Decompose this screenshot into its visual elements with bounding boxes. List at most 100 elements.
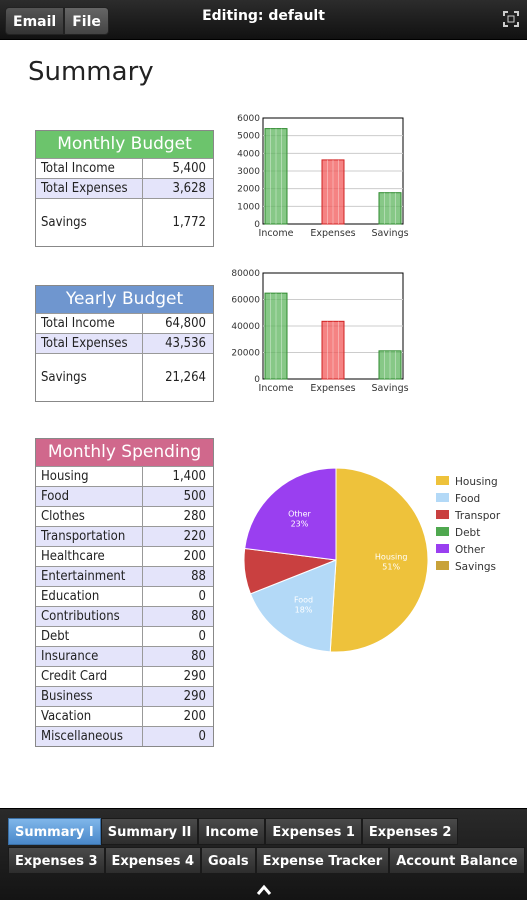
table-row: Total Income 64,800: [36, 313, 213, 333]
email-button[interactable]: Email: [5, 7, 65, 35]
legend-swatch: [436, 476, 449, 485]
tab-expenses-2[interactable]: Expenses 2: [361, 818, 459, 845]
file-button[interactable]: File: [64, 7, 109, 35]
row-value: 0: [198, 629, 206, 644]
row-label: Food: [36, 487, 143, 506]
tab-row-2: Expenses 3 Expenses 4 Goals Expense Tracker…: [8, 847, 525, 874]
bar: [321, 320, 345, 380]
tab-summary-ii[interactable]: Summary II: [100, 818, 199, 845]
legend-label: Other: [455, 544, 485, 556]
table-row: Business 290: [36, 686, 213, 706]
row-value: 1,772: [172, 215, 206, 230]
tab-account-balance[interactable]: Account Balance: [389, 847, 525, 874]
tab-expenses-4[interactable]: Expenses 4: [104, 847, 202, 874]
row-label: Business: [36, 687, 143, 706]
row-label: Total Expenses: [36, 179, 143, 198]
spending-rows: Housing 1,400 Food 500 Clothes 280 Transportat…: [36, 466, 213, 746]
y-tick-label: 1000: [237, 202, 260, 212]
row-label: Total Income: [36, 314, 143, 333]
tab-expense-tracker[interactable]: Expense Tracker: [255, 847, 390, 874]
row-value: 80: [191, 609, 206, 624]
row-value: 200: [183, 549, 206, 564]
row-label: Debt: [36, 627, 143, 646]
bar-expenses: [321, 159, 345, 225]
table-row: Clothes 280: [36, 506, 213, 526]
row-label: Healthcare: [36, 547, 143, 566]
tab-summary-i[interactable]: Summary I: [8, 818, 101, 845]
row-value: 0: [198, 729, 206, 744]
row-value: 3,628: [172, 181, 206, 196]
row-label: Clothes: [36, 507, 143, 526]
tab-income[interactable]: Income: [198, 818, 266, 845]
row-value: 500: [183, 489, 206, 504]
yearly-budget-bar-chart: 0 20000 40000 60000 80000 Income Expenses Savin…: [231, 269, 408, 394]
table-row: Total Income 5,400: [36, 158, 213, 178]
row-label: Transportation: [36, 527, 143, 546]
table-row: Savings 21,264: [36, 353, 213, 401]
x-tick-label: Expenses: [310, 383, 355, 394]
chevron-up-icon[interactable]: [256, 882, 272, 896]
row-label: Miscellaneous: [36, 727, 143, 746]
row-label: Total Income: [36, 159, 143, 178]
row-value: 0: [198, 589, 206, 604]
x-tick-label: Income: [259, 228, 294, 239]
legend-swatch: [436, 493, 449, 502]
fullscreen-icon[interactable]: [503, 11, 519, 27]
slice-label: Housing: [375, 553, 408, 562]
y-tick-label: 3000: [237, 167, 260, 177]
row-label: Contributions: [36, 607, 143, 626]
legend-label: Savings: [455, 561, 496, 573]
bottom-tab-bar: Summary I Summary II Income Expenses 1 Expen…: [0, 808, 527, 900]
row-label: Insurance: [36, 647, 143, 666]
y-tick-label: 4000: [237, 149, 260, 159]
row-value: 290: [183, 689, 206, 704]
row-label: Entertainment: [36, 567, 143, 586]
pie-slice-other: [244, 467, 337, 561]
bar: [264, 292, 288, 380]
tab-expenses-1[interactable]: Expenses 1: [265, 818, 362, 845]
x-tick-label: Savings: [371, 228, 408, 239]
chevron-up-icon-graphic: [256, 884, 272, 895]
row-label: Total Expenses: [36, 334, 143, 353]
table-row: Credit Card 290: [36, 666, 213, 686]
x-tick-label: Expenses: [310, 228, 355, 239]
legend-swatch: [436, 527, 449, 536]
y-tick-label: 60000: [231, 296, 260, 306]
fullscreen-icon-graphic: [503, 11, 519, 27]
x-tick-label: Income: [259, 383, 294, 394]
row-value: 280: [183, 509, 206, 524]
y-tick-label: 80000: [231, 269, 260, 279]
table-row: Miscellaneous 0: [36, 726, 213, 746]
y-tick-label: 2000: [237, 185, 260, 195]
table-row: Debt 0: [36, 626, 213, 646]
monthly-spending-pie-chart: Housing51%Food18%Other23%HousingFoodTran…: [243, 467, 501, 653]
top-button-group: Email File: [5, 7, 109, 35]
page-title: Summary: [28, 57, 154, 87]
yearly-budget-table: Yearly Budget Total Income 64,800 Total …: [35, 285, 214, 402]
tab-goals[interactable]: Goals: [201, 847, 256, 874]
legend-label: Debt: [455, 527, 480, 539]
bar: [264, 128, 288, 225]
tab-expenses-3[interactable]: Expenses 3: [8, 847, 105, 874]
monthly-budget-bar-chart: 0 1000 2000 3000 4000 5000 6000 Income Expenses S…: [237, 114, 409, 239]
bar: [378, 350, 402, 380]
monthly-spending-header: Monthly Spending: [36, 439, 213, 466]
table-row: Education 0: [36, 586, 213, 606]
pie-slice-food: [249, 559, 337, 653]
bar-income: [264, 292, 288, 380]
table-row: Savings 1,772: [36, 198, 213, 246]
legend-swatch: [436, 510, 449, 519]
legend-label: Transpor: [454, 510, 501, 522]
row-value: 88: [191, 569, 206, 584]
slice-percent: 51%: [382, 563, 400, 572]
y-tick-label: 0: [254, 375, 260, 385]
table-row: Transportation 220: [36, 526, 213, 546]
y-tick-label: 20000: [231, 349, 260, 359]
slice-label: Other: [288, 510, 311, 519]
bar-income: [264, 128, 288, 225]
legend-label: Food: [455, 493, 480, 505]
y-tick-label: 40000: [231, 322, 260, 332]
monthly-budget-header: Monthly Budget: [36, 131, 213, 158]
row-value: 21,264: [165, 370, 206, 385]
table-row: Contributions 80: [36, 606, 213, 626]
